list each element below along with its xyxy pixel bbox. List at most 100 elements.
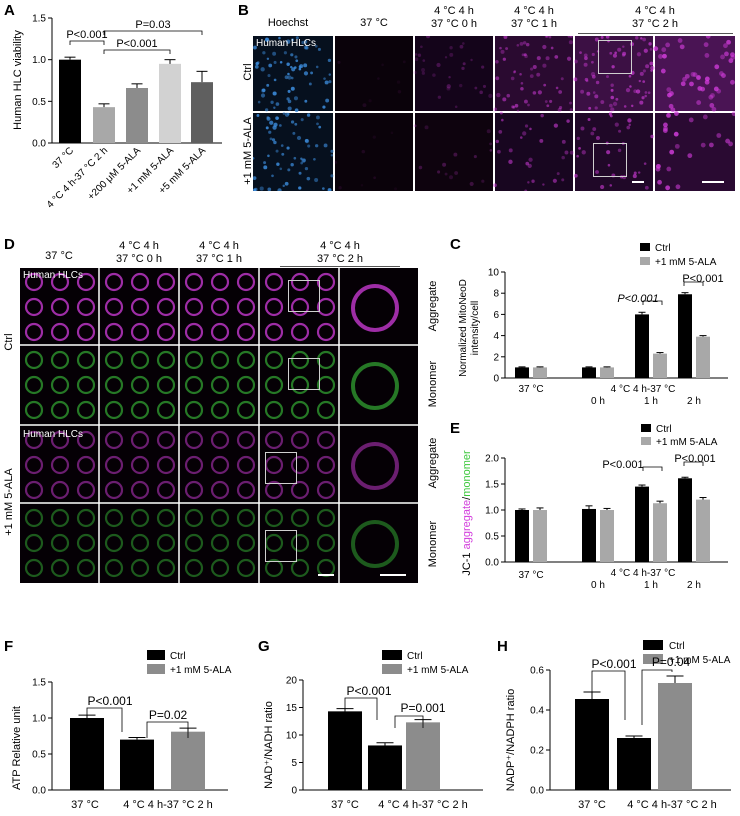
panel-b-speckle	[295, 36, 299, 40]
panel-e-legend-swatch-ctrl	[641, 424, 651, 432]
panel-b-speckle	[680, 81, 686, 87]
panel-b-speckle	[525, 161, 530, 166]
panel-d-header-2h: 4 °C 4 h 37 °C 2 h	[260, 240, 420, 266]
panel-b-speckle	[542, 63, 547, 68]
panel-b-speckle	[633, 171, 637, 175]
panel-b-speckle	[337, 60, 341, 64]
panel-d-cell	[130, 533, 150, 553]
panel-b-speckle	[286, 39, 291, 44]
panel-b-scalebar-zoom	[702, 181, 724, 183]
panel-d-header-0h-l1: 4 °C 4 h	[119, 240, 159, 252]
panel-b-speckle	[662, 53, 667, 59]
panel-b-speckle	[508, 159, 513, 165]
panel-b-speckle	[486, 129, 491, 134]
panel-b-speckle	[668, 103, 674, 109]
panel-g-pval-2: P=0.001	[400, 701, 445, 715]
panel-b-speckle	[381, 63, 384, 67]
panel-b-speckle	[592, 91, 596, 94]
panel-d-cell	[236, 430, 256, 450]
panel-b-speckle	[519, 72, 522, 76]
panel-d-zoom-cell	[351, 442, 399, 490]
panel-h-legend-ctrl: Ctrl	[669, 641, 685, 652]
panel-b-speckle	[286, 146, 290, 150]
panel-c-group-label: 4 °C 4 h-37 °C	[611, 384, 676, 395]
panel-b-speckle	[713, 86, 719, 92]
panel-b-speckle	[635, 36, 639, 40]
panel-b-speckle	[554, 55, 559, 59]
panel-b-speckle	[314, 44, 318, 48]
panel-b-speckle	[503, 36, 508, 39]
panel-a-xtick-label: 4 °C 4 h-37 °C 2 h	[45, 145, 110, 210]
panel-b-speckle	[420, 45, 423, 49]
panel-c-bar-ctrl	[635, 314, 649, 378]
panel-a-ytick-label: 0.0	[32, 139, 46, 150]
panel-b-speckle	[304, 138, 309, 143]
panel-b-speckle	[587, 118, 591, 121]
panel-d-cell	[264, 508, 284, 528]
panel-h-legend-swatch-ala	[643, 654, 663, 664]
panel-a-xtick-label: 37 °C	[51, 145, 77, 171]
panel-d-cell	[316, 455, 336, 475]
panel-b-speckle	[253, 176, 257, 180]
panel-b-speckle	[574, 59, 578, 64]
panel-d-cell	[264, 322, 284, 342]
panel-b-speckle	[584, 56, 588, 61]
panel-b-speckle	[327, 58, 332, 63]
panel-d-cell	[184, 533, 204, 553]
panel-b-speckle	[265, 37, 268, 41]
panel-b-speckle	[708, 94, 714, 100]
panel-d-cell	[130, 430, 150, 450]
panel-b-speckle	[294, 122, 298, 126]
panel-b-speckle	[520, 87, 524, 91]
panel-letter-g: G	[258, 638, 270, 655]
panel-b-speckle	[314, 178, 319, 183]
panel-d-cell	[76, 480, 96, 500]
panel-d-cell	[236, 558, 256, 578]
panel-b-speckle	[505, 47, 509, 51]
panel-d-cell	[104, 558, 124, 578]
panel-b-img-1h-ala	[495, 113, 573, 191]
panel-b-speckle	[256, 114, 260, 117]
panel-d-cell	[156, 533, 176, 553]
panel-b-speckle	[270, 100, 274, 104]
panel-b-speckle	[498, 130, 503, 134]
panel-a-ylabel: Human HLC viability	[12, 30, 24, 130]
panel-d-cell	[316, 297, 336, 317]
panel-b-speckle	[661, 47, 667, 53]
panel-b-speckle	[303, 71, 309, 76]
panel-g-legend-swatch-ala	[382, 664, 402, 674]
panel-b-speckle	[642, 37, 646, 42]
panel-b-speckle	[648, 42, 652, 46]
panel-b-speckle	[524, 99, 528, 104]
panel-b-speckle	[720, 54, 725, 60]
panel-letter-e: E	[450, 420, 461, 437]
panel-b-speckle	[266, 83, 270, 87]
panel-b-speckle	[618, 129, 622, 133]
panel-b-speckle	[287, 75, 292, 80]
panel-b-speckle	[279, 60, 283, 64]
panel-b-speckle	[454, 105, 458, 109]
panel-c-legend-ala: +1 mM 5-ALA	[655, 257, 717, 268]
panel-d-cell	[264, 430, 284, 450]
panel-d-cell	[24, 533, 44, 553]
panel-c-pval-2: P<0.001	[682, 273, 723, 285]
panel-d-cell	[130, 558, 150, 578]
panel-c-ytick-label: 0	[493, 374, 499, 385]
panel-g-ytick-label: 5	[291, 758, 297, 769]
panel-d-cell	[236, 350, 256, 370]
panel-d-cell	[210, 455, 230, 475]
panel-b-speckle	[531, 179, 535, 183]
panel-e-pval-1: P<0.001	[602, 459, 643, 471]
panel-d-side-monomer-1: Monomer	[427, 360, 439, 408]
panel-a-bar	[126, 88, 148, 143]
panel-h-xlabel-37c: 37 °C	[578, 799, 606, 811]
panel-d-cell	[76, 533, 96, 553]
panel-b-speckle	[298, 171, 302, 175]
panel-b-speckle	[696, 75, 701, 80]
panel-b-speckle	[495, 76, 500, 81]
panel-b-speckle	[414, 57, 419, 62]
panel-b-speckle	[636, 52, 642, 57]
panel-b-speckle	[513, 70, 516, 74]
panel-b-speckle	[422, 59, 426, 62]
panel-b-speckle	[548, 36, 552, 39]
